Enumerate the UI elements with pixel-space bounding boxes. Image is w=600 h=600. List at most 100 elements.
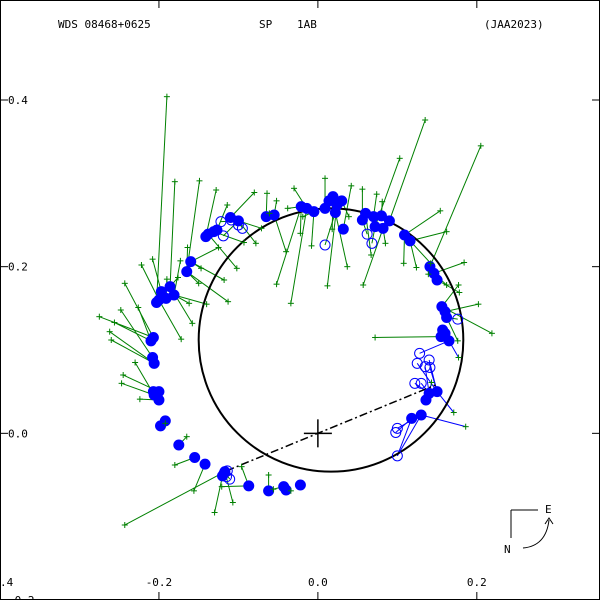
observation-cross	[203, 301, 210, 308]
observation-cross	[475, 301, 482, 308]
observation-cross	[138, 262, 145, 268]
observation-open-circle	[414, 347, 426, 359]
compass-arrow-head	[544, 517, 554, 525]
orbit	[197, 207, 465, 473]
residual-line	[326, 204, 338, 286]
observation-cross	[106, 328, 113, 335]
observation-cross	[196, 177, 203, 184]
observation-cross	[299, 213, 306, 220]
residual-line	[388, 119, 426, 222]
observation-open-circle	[419, 361, 431, 373]
residual-line	[207, 233, 238, 269]
observation-open-circle	[220, 471, 232, 483]
observation-cross	[368, 252, 375, 258]
observation-cross	[120, 372, 127, 378]
observation-filled-circle	[415, 409, 427, 421]
observation-open-circle	[391, 450, 403, 462]
observation-cross	[488, 330, 495, 337]
system-id: WDS 08468+0625	[58, 18, 151, 31]
residual-line	[186, 271, 229, 303]
y-tick-label: 0.0	[8, 427, 28, 440]
observation-cross	[373, 191, 380, 198]
observation-cross	[324, 282, 331, 289]
observation-cross	[359, 186, 366, 193]
observation-filled-circle	[377, 222, 389, 234]
x-tick-label: 0.2	[467, 576, 487, 589]
observation-open-circle	[366, 237, 378, 249]
residual-line	[230, 192, 255, 218]
observation-cross	[344, 263, 351, 270]
residual-line	[276, 206, 302, 285]
observation-open-circle	[423, 354, 435, 366]
observation-cross	[450, 409, 457, 416]
observation-open-circle	[409, 377, 421, 389]
observation-cross	[456, 289, 463, 296]
observation-filled-circle	[263, 485, 275, 497]
observation-cross	[422, 117, 429, 123]
observation-cross	[477, 142, 484, 149]
observation-cross	[322, 175, 329, 182]
residual-line	[396, 414, 422, 457]
observation-open-circle	[217, 230, 229, 242]
observation-filled-circle	[147, 386, 159, 398]
residual-line	[342, 185, 352, 230]
observation-cross	[462, 423, 469, 430]
observation-cross	[266, 210, 273, 217]
residual-line	[375, 336, 442, 338]
observation-cross	[251, 189, 258, 196]
observation-cross	[195, 280, 202, 287]
residual-line	[396, 418, 413, 457]
observation-cross	[162, 420, 169, 427]
observation-cross	[360, 282, 367, 288]
observation-filled-circle	[199, 458, 211, 470]
observation-filled-circle	[431, 386, 443, 398]
observation-filled-circle	[406, 412, 418, 424]
observation-cross	[238, 463, 245, 470]
header: WDS 08468+0625 SP 1AB (JAA2023)	[58, 18, 544, 31]
observation-cross	[184, 244, 191, 251]
observation-cross	[229, 499, 236, 506]
observation-filled-circle	[336, 195, 348, 207]
observation-open-circle	[218, 467, 230, 479]
observation-cross	[136, 396, 143, 403]
observation-cross	[425, 271, 432, 278]
observation-open-circle	[452, 313, 464, 325]
observation-cross	[455, 282, 462, 288]
observation-cross	[211, 509, 218, 516]
observation-filled-circle	[383, 215, 395, 227]
observation-cross	[461, 259, 468, 266]
observation-cross	[379, 198, 386, 205]
compass-east-label: E	[545, 503, 552, 516]
observation-cross	[177, 257, 184, 264]
observation-cross	[108, 337, 115, 343]
observation-cross	[284, 205, 291, 212]
observation-cross	[428, 379, 435, 386]
residual-line	[362, 228, 384, 286]
observation-cross	[455, 354, 462, 361]
observation-cross	[297, 230, 304, 237]
observation-cross	[287, 487, 294, 494]
compass-north-label: N	[504, 543, 511, 556]
observation-open-circle	[361, 228, 373, 240]
observation-cross	[121, 280, 128, 287]
observation-cross	[149, 256, 156, 263]
residual-line	[311, 211, 315, 246]
observation-open-circle	[319, 239, 331, 251]
observation-open-circle	[411, 357, 423, 369]
observation-cross	[186, 300, 193, 307]
residual-line	[114, 322, 152, 342]
orbit-ellipse	[197, 207, 465, 473]
observation-open-circle	[232, 219, 244, 231]
observation-cross	[400, 260, 407, 267]
x-tick-label: 0.0	[308, 576, 328, 589]
observation-filled-circle	[337, 223, 349, 235]
observation-cross	[117, 307, 124, 313]
observation-cross	[233, 265, 240, 272]
observation-cross	[240, 239, 247, 246]
residual-line	[421, 414, 466, 428]
observation-cross	[96, 313, 103, 320]
observation-cross	[218, 483, 225, 490]
observation-cross	[273, 281, 280, 288]
